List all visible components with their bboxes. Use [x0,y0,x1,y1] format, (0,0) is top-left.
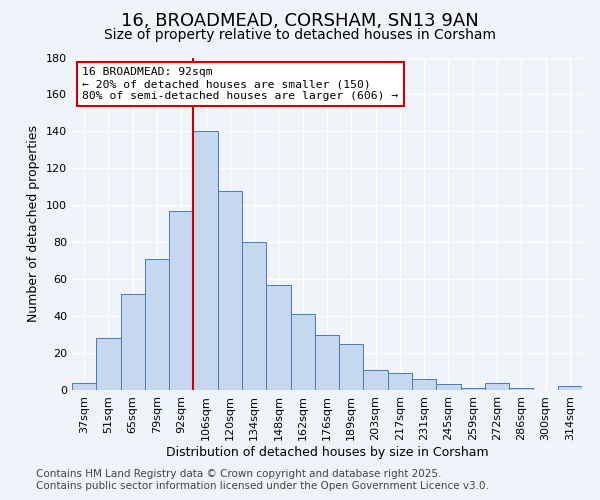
Bar [315,334,339,390]
Bar [145,259,169,390]
Bar [436,384,461,390]
Bar [339,344,364,390]
Bar [266,284,290,390]
Bar [242,242,266,390]
Bar [96,338,121,390]
Bar [72,382,96,390]
Bar [485,382,509,390]
Y-axis label: Number of detached properties: Number of detached properties [28,125,40,322]
Text: Contains HM Land Registry data © Crown copyright and database right 2025.
Contai: Contains HM Land Registry data © Crown c… [36,470,489,491]
Bar [290,314,315,390]
Bar [509,388,533,390]
Bar [193,132,218,390]
Text: 16, BROADMEAD, CORSHAM, SN13 9AN: 16, BROADMEAD, CORSHAM, SN13 9AN [121,12,479,30]
Bar [218,190,242,390]
X-axis label: Distribution of detached houses by size in Corsham: Distribution of detached houses by size … [166,446,488,458]
Text: 16 BROADMEAD: 92sqm
← 20% of detached houses are smaller (150)
80% of semi-detac: 16 BROADMEAD: 92sqm ← 20% of detached ho… [82,68,398,100]
Bar [461,388,485,390]
Bar [121,294,145,390]
Bar [558,386,582,390]
Bar [364,370,388,390]
Bar [412,379,436,390]
Bar [388,374,412,390]
Text: Size of property relative to detached houses in Corsham: Size of property relative to detached ho… [104,28,496,42]
Bar [169,211,193,390]
